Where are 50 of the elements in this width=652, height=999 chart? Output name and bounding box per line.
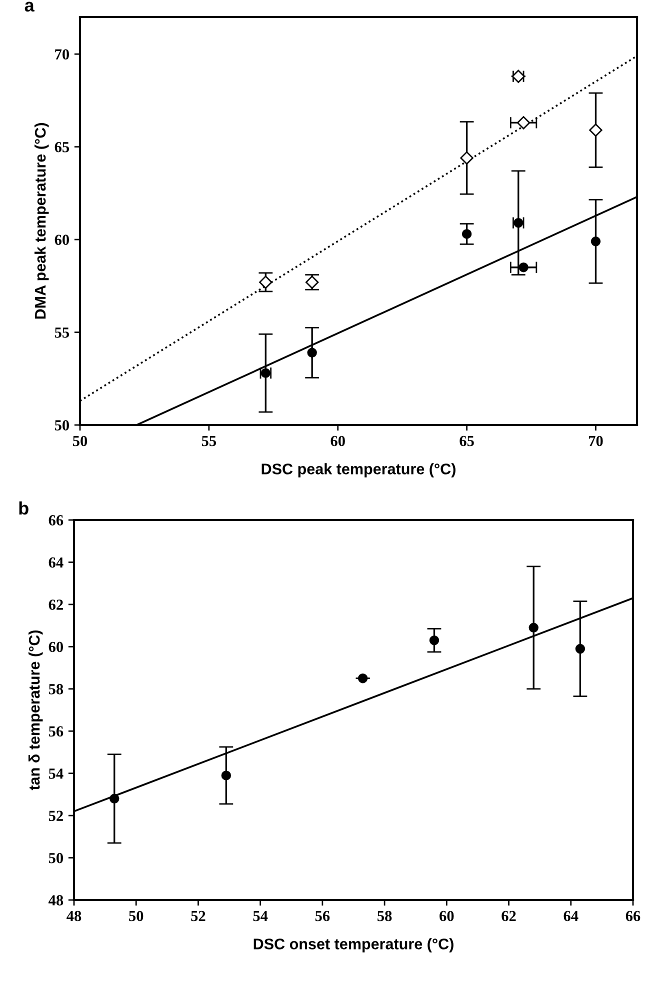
- x-tick-label: 50: [72, 436, 88, 446]
- x-axis-title: DSC peak temperature (°C): [262, 463, 456, 478]
- y-tick-label: 55: [54, 328, 70, 338]
- x-tick-label: 50: [129, 910, 144, 922]
- chart-title: b: [19, 501, 28, 515]
- x-tick-label: 56: [315, 910, 330, 922]
- x-tick-label: 60: [330, 436, 345, 446]
- y-tick-label: 58: [48, 684, 64, 694]
- point: [110, 794, 120, 804]
- y-tick-label: 65: [54, 142, 70, 152]
- y-axis-title: DMA peak temperature (°C): [34, 123, 49, 319]
- x-tick-label: 64: [564, 910, 578, 922]
- point: [516, 116, 530, 130]
- y-tick-label: 56: [48, 726, 64, 737]
- y-tick-label: 50: [54, 420, 69, 430]
- x-tick-label: 54: [253, 910, 268, 922]
- point: [589, 124, 602, 137]
- x-tick-label: 48: [66, 910, 82, 922]
- y-tick-label: 48: [48, 895, 64, 906]
- x-tick-label: 70: [588, 436, 603, 446]
- x-tick-label: 55: [202, 436, 216, 446]
- y-tick-label: 66: [48, 515, 64, 526]
- point: [429, 635, 440, 646]
- y-tick-label: 54: [48, 768, 64, 779]
- point: [575, 644, 586, 654]
- chart-title: a: [24, 2, 34, 12]
- point: [221, 770, 232, 780]
- point: [307, 348, 317, 358]
- y-tick-label: 70: [55, 49, 69, 60]
- x-tick-label: 62: [502, 910, 516, 922]
- point: [259, 276, 272, 289]
- point: [462, 229, 472, 239]
- point: [358, 673, 368, 684]
- x-axis-title: DSC onset temperature (°C): [254, 938, 454, 952]
- x-tick-label: 65: [460, 436, 474, 446]
- y-tick-label: 62: [48, 600, 63, 610]
- y-tick-label: 60: [48, 642, 63, 652]
- point: [528, 622, 538, 633]
- point: [460, 151, 474, 165]
- y-tick-label: 50: [48, 852, 63, 864]
- x-tick-label: 52: [191, 910, 206, 922]
- x-tick-label: 60: [440, 910, 454, 922]
- point: [518, 262, 528, 272]
- y-tick-label: 60: [54, 234, 69, 245]
- x-tick-label: 58: [378, 910, 392, 922]
- y-tick-label: 52: [48, 810, 63, 822]
- point: [590, 236, 601, 246]
- y-axis-title: tan δ temperature (°C): [28, 630, 43, 790]
- y-tick-label: 64: [48, 557, 64, 568]
- x-tick-label: 66: [626, 910, 640, 922]
